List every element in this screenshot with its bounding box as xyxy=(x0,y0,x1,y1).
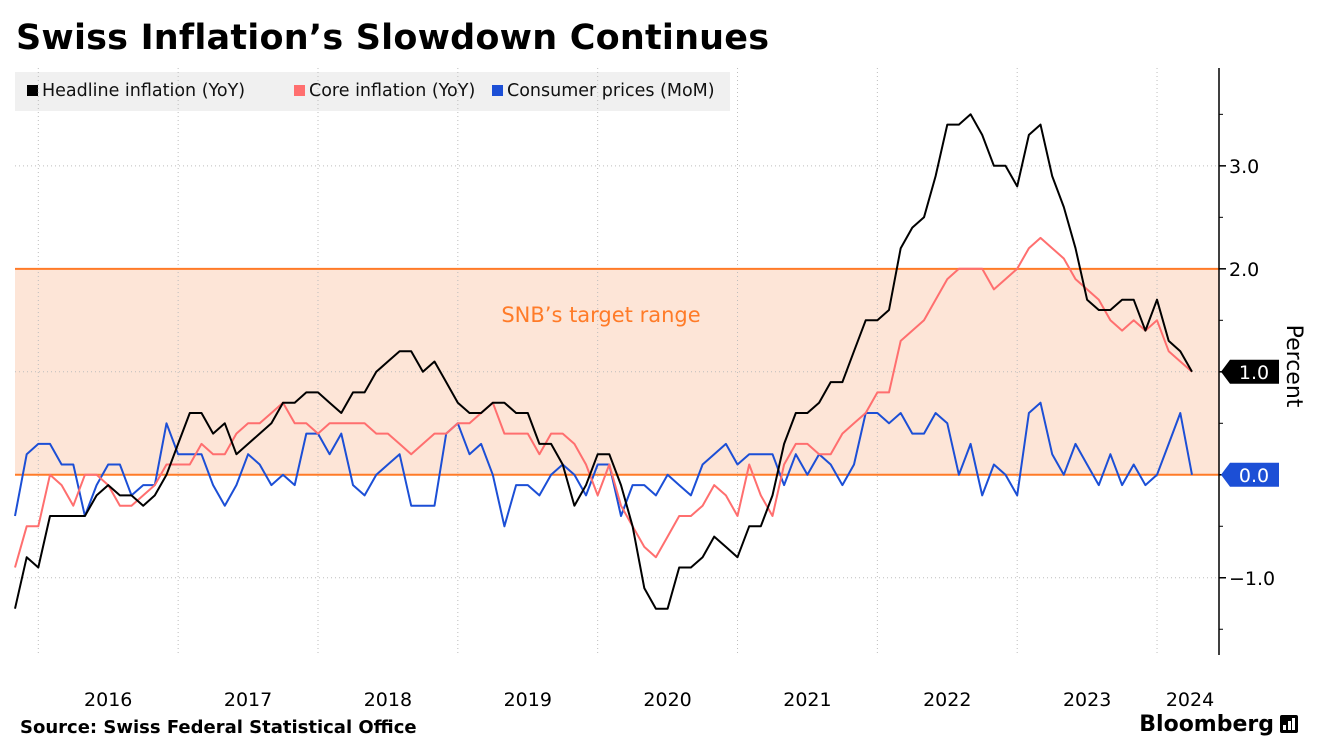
x-tick-label-2017: 2017 xyxy=(224,689,272,711)
legend-label-core: Core inflation (YoY) xyxy=(309,81,476,101)
x-tick-label-2024: 2024 xyxy=(1166,689,1214,711)
legend-swatch-core xyxy=(294,85,305,96)
legend-swatch-mom xyxy=(492,85,503,96)
x-tick-label-2022: 2022 xyxy=(923,689,971,711)
brand-name: Bloomberg xyxy=(1139,712,1274,737)
y-tick-label-1: 2.0 xyxy=(1229,259,1259,281)
last-value-tag-0 xyxy=(1221,359,1279,384)
legend-item-headline: Headline inflation (YoY) xyxy=(27,72,245,111)
target-band-label: SNB’s target range xyxy=(501,303,700,327)
source-note: Source: Swiss Federal Statistical Office xyxy=(20,717,417,738)
x-tick-label-2018: 2018 xyxy=(364,689,412,711)
legend-label-headline: Headline inflation (YoY) xyxy=(42,81,246,101)
headline-inflation-line xyxy=(14,113,1193,610)
legend-label-mom: Consumer prices (MoM) xyxy=(507,81,715,101)
x-tick-label-2016: 2016 xyxy=(84,689,132,711)
legend-item-core: Core inflation (YoY) xyxy=(294,72,475,111)
legend: Headline inflation (YoY) Core inflation … xyxy=(15,72,730,111)
last-value-label-0: 1.0 xyxy=(1239,362,1269,384)
chart-title: Swiss Inflation’s Slowdown Continues xyxy=(16,18,770,58)
brand-logo: Bloomberg xyxy=(1139,712,1298,737)
y-axis-title: Percent xyxy=(1281,325,1306,408)
x-tick-label-2021: 2021 xyxy=(783,689,831,711)
last-value-label-1: 0.0 xyxy=(1239,465,1269,487)
legend-swatch-headline xyxy=(27,85,38,96)
x-tick-label-2020: 2020 xyxy=(643,689,691,711)
consumer-prices-mom-line xyxy=(14,401,1193,528)
y-tick-label-4: −1.0 xyxy=(1229,568,1275,590)
x-tick-label-2023: 2023 xyxy=(1063,689,1111,711)
legend-item-mom: Consumer prices (MoM) xyxy=(492,72,715,111)
last-value-tag-1 xyxy=(1221,462,1279,487)
bloomberg-chart-icon xyxy=(1280,715,1298,733)
y-tick-label-0: 3.0 xyxy=(1229,156,1259,178)
x-tick-label-2019: 2019 xyxy=(504,689,552,711)
core-inflation-line xyxy=(14,236,1193,568)
